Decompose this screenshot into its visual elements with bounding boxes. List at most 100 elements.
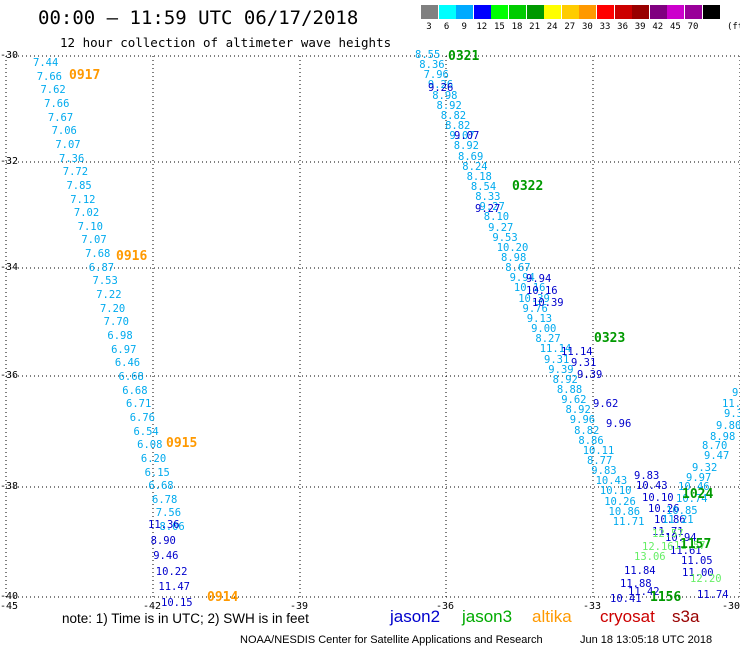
legend-altika: altika [532, 607, 572, 626]
wave-height-value: 8.90 [150, 534, 176, 547]
wave-height-value: 10.41 [610, 593, 642, 605]
wave-height-value: 7.56 [155, 507, 182, 520]
legend-s3a: s3a [672, 607, 700, 626]
longitude-label: -45 [0, 601, 19, 612]
wave-height-value: 8.33 [475, 191, 501, 204]
scale-label: 9 [461, 22, 467, 32]
wave-height-value: 6.68 [122, 384, 148, 397]
latitude-label: -34 [0, 262, 19, 273]
pass-time-stamp: 0916 [116, 249, 148, 264]
scale-swatch [438, 5, 456, 19]
legend-jason2: jason2 [390, 607, 441, 626]
wave-height-value: 9.31 [544, 353, 570, 366]
wave-height-value: 8.92 [453, 140, 479, 153]
wave-height-value: 9.83 [634, 470, 660, 482]
wave-height-value: 8.54 [470, 180, 497, 193]
wave-height-value: 6.20 [140, 452, 167, 465]
scale-swatch [456, 5, 474, 19]
wave-height-value: 7.22 [96, 289, 122, 302]
wave-height-value: 7.70 [103, 316, 129, 329]
scale-swatch [632, 5, 650, 19]
wave-height-value: 10.85 [666, 505, 698, 517]
wave-height-value: 8.24 [462, 160, 488, 173]
latitude-label: -32 [0, 156, 19, 167]
wave-height-value: 7.62 [40, 84, 66, 97]
wave-height-value: 11.14 [539, 343, 572, 356]
wave-height-value: 8.55 [415, 49, 441, 61]
pass-time-stamp: 1024 [682, 487, 714, 502]
wave-height-value: 9.76 [522, 302, 548, 315]
wave-height-value: 11.11 [722, 398, 740, 410]
legend-jason3: jason3 [462, 607, 513, 626]
scale-swatch [597, 5, 614, 19]
wave-height-value: 6.78 [152, 493, 178, 506]
wave-height-value: 8.36 [419, 59, 445, 72]
scale-label: 36 [617, 22, 629, 32]
scale-swatch [491, 5, 509, 19]
wave-height-value: 10.15 [161, 596, 193, 609]
wave-height-value: 11.61 [670, 545, 702, 557]
wave-height-value: 7.02 [73, 207, 100, 220]
wave-height-value: 10.86 [654, 514, 686, 526]
longitude-label: -42 [143, 601, 162, 612]
wave-height-value: 8.06 [159, 521, 185, 534]
longitude-label: -39 [290, 601, 309, 612]
wave-height-value: 6.46 [114, 357, 141, 370]
wave-height-value: 9.39 [548, 363, 574, 376]
wave-height-value: 8.82 [445, 120, 471, 133]
wave-height-value: 8.82 [440, 109, 467, 122]
scale-swatch [421, 5, 438, 19]
wave-height-value: 9.83 [591, 465, 617, 478]
wave-height-value: 12.20 [690, 573, 722, 585]
scale-label: 27 [564, 22, 576, 32]
wave-height-value: 9.62 [593, 398, 619, 410]
wave-height-value: 8.92 [436, 99, 462, 112]
wave-height-value: 9.94 [526, 273, 552, 285]
map-subtitle: 12 hour collection of altimeter wave hei… [60, 35, 392, 50]
wave-height-value: 9.97 [686, 472, 712, 484]
wave-height-value: 7.66 [36, 70, 63, 83]
wave-height-value: 8.88 [556, 383, 583, 396]
wave-height-value: 12.57 [652, 528, 684, 540]
wave-height-value: 10.74 [676, 493, 708, 505]
wave-height-value: 9.32 [692, 462, 718, 474]
wave-height-value: 6.68 [148, 480, 174, 493]
scale-swatch [702, 5, 720, 19]
wave-height-value: 7.68 [85, 248, 111, 261]
wave-height-value: 11.05 [681, 555, 713, 567]
scale-label: 21 [529, 22, 541, 32]
wave-height-value: 10.86 [608, 505, 641, 518]
wave-height-value: 6.15 [144, 466, 170, 479]
wave-height-value: 6.98 [107, 330, 133, 342]
wave-height-value: 7.07 [55, 138, 81, 151]
latitude-label: -40 [0, 591, 19, 602]
scale-label: 12 [476, 22, 488, 32]
wave-height-value: 8.70 [702, 440, 728, 452]
wave-height-value: 10.16 [513, 282, 546, 295]
wave-height-value: 8.92 [552, 373, 578, 386]
wave-height-value: 8.10 [483, 211, 510, 224]
scale-swatch [614, 5, 632, 19]
wave-height-value: 11.71 [652, 526, 684, 538]
wave-height-value: 12.16 [642, 541, 674, 553]
wave-height-value: 7.36 [59, 152, 85, 165]
wave-height-value: 6.76 [129, 411, 156, 424]
wave-height-value: 7.10 [77, 220, 103, 233]
longitude-label: -33 [583, 601, 602, 612]
wave-height-value: 9.62 [561, 394, 587, 407]
wave-height-value: 8.86 [578, 434, 604, 447]
wave-height-value: 10.39 [532, 297, 564, 309]
wave-height-value: 11.21 [662, 514, 694, 526]
wave-height-value: 10.43 [595, 475, 628, 488]
scale-label: 30 [581, 22, 593, 32]
generated-timestamp: Jun 18 13:05:18 UTC 2018 [580, 634, 713, 646]
wave-height-value: 8.69 [458, 150, 484, 163]
scale-swatch [509, 5, 526, 19]
wave-height-value: 9.31 [571, 357, 597, 369]
scale-label: 70 [687, 22, 699, 32]
wave-height-value: 10.46 [678, 481, 710, 493]
scale-swatch [561, 5, 579, 19]
wave-height-value: 7.85 [66, 179, 92, 192]
wave-height-value: 7.96 [423, 69, 449, 82]
